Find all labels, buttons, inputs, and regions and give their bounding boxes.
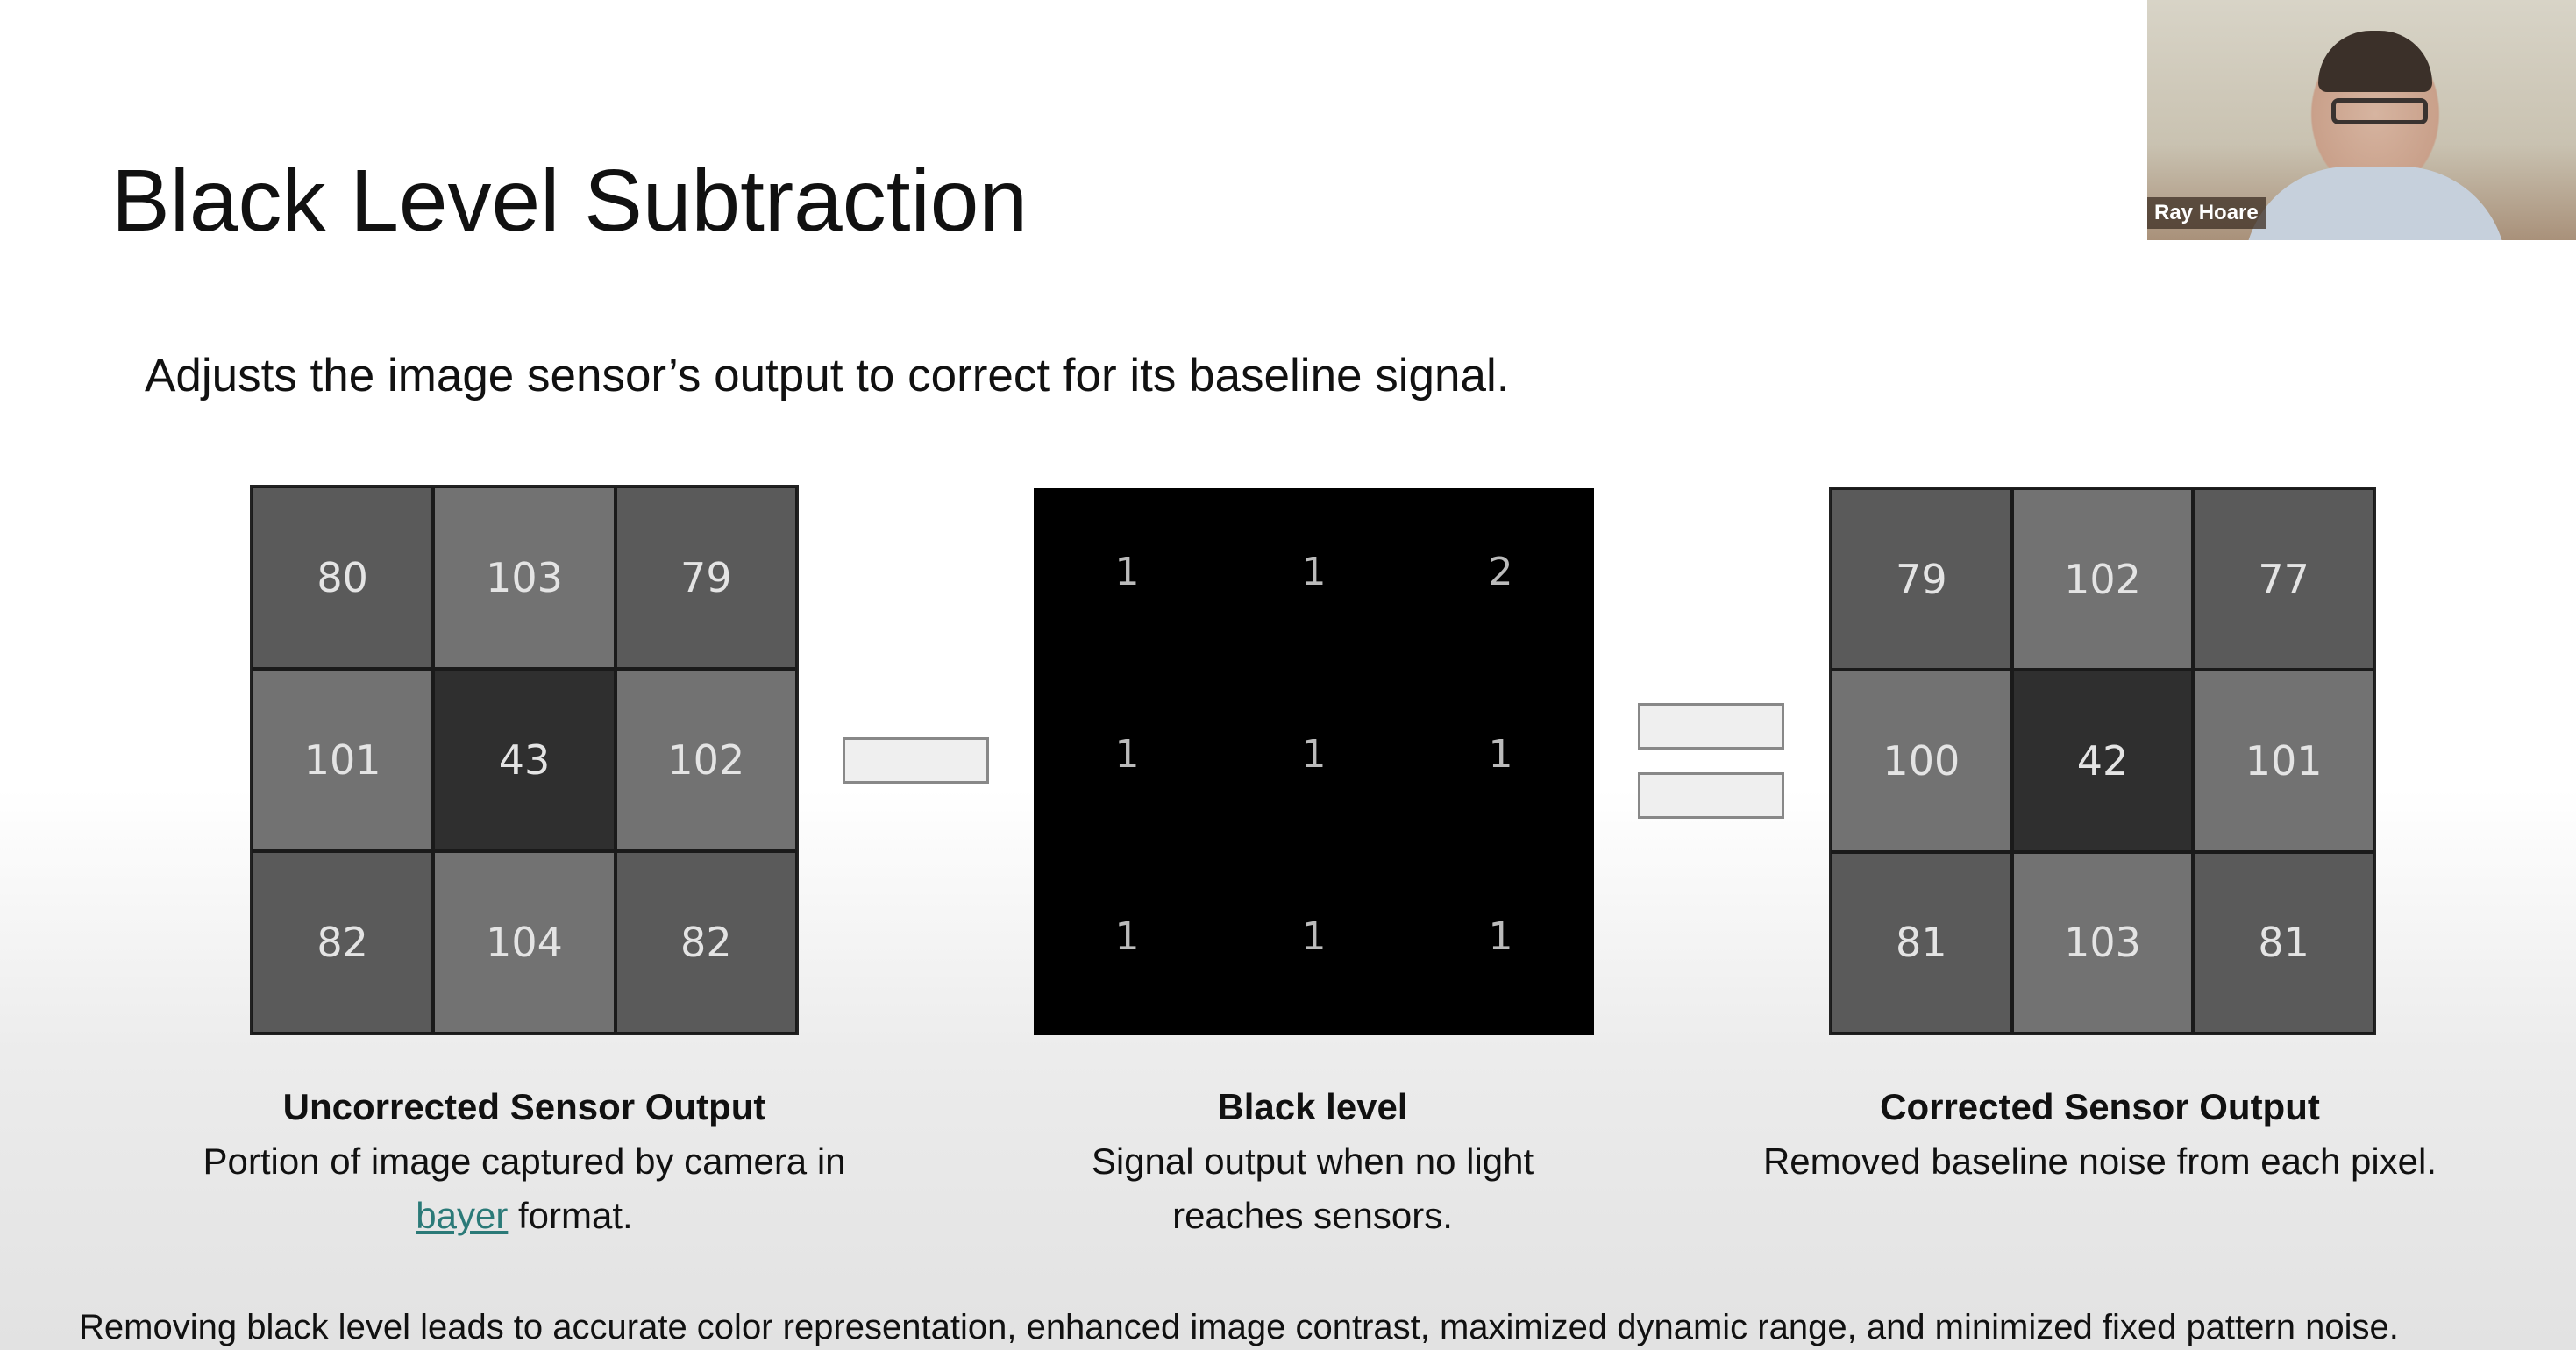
webcam-video[interactable]: Ray Hoare — [2147, 0, 2576, 240]
corrected-caption: Corrected Sensor Output Removed baseline… — [1705, 1080, 2494, 1189]
black-level-caption: Black level Signal output when no light … — [1071, 1080, 1554, 1243]
slide-title: Black Level Subtraction — [111, 152, 1028, 250]
pixel-cell: 1 — [1114, 550, 1140, 594]
caption-text-end: format. — [508, 1195, 633, 1236]
caption-title: Black level — [1217, 1086, 1408, 1127]
webcam-person-glasses — [2331, 98, 2428, 124]
pixel-cell: 103 — [2011, 851, 2194, 1034]
pixel-cell: 103 — [433, 487, 616, 669]
slide-subtitle: Adjusts the image sensor’s output to cor… — [145, 350, 1510, 401]
pixel-cell: 1 — [1114, 914, 1140, 959]
pixel-cell: 79 — [615, 487, 797, 669]
pixel-cell: 1 — [1488, 914, 1513, 959]
uncorrected-grid: 80 103 79 101 43 102 82 104 82 — [250, 485, 799, 1035]
pixel-cell: 81 — [1831, 851, 2012, 1034]
pixel-cell: 77 — [2193, 488, 2374, 671]
pixel-cell: 100 — [1831, 670, 2012, 852]
caption-title: Uncorrected Sensor Output — [282, 1086, 766, 1127]
corrected-grid: 79 102 77 100 42 101 81 103 81 — [1829, 487, 2376, 1035]
pixel-cell: 1 — [1301, 732, 1327, 777]
pixel-cell: 1 — [1301, 914, 1327, 959]
pixel-cell: 80 — [252, 487, 434, 669]
slide-footer-text: Removing black level leads to accurate c… — [79, 1308, 2399, 1346]
webcam-person-shirt — [2244, 167, 2507, 240]
caption-text: Signal output when no light reaches sens… — [1091, 1140, 1534, 1236]
pixel-cell: 1 — [1488, 732, 1513, 777]
uncorrected-caption: Uncorrected Sensor Output Portion of ima… — [130, 1080, 919, 1243]
participant-name: Ray Hoare — [2147, 197, 2266, 229]
pixel-cell: 1 — [1301, 550, 1327, 594]
pixel-cell: 2 — [1488, 550, 1513, 594]
bayer-link[interactable]: bayer — [416, 1195, 509, 1236]
pixel-cell: 43 — [433, 669, 616, 851]
pixel-cell: 82 — [252, 851, 434, 1034]
equals-bar-top — [1638, 703, 1784, 750]
pixel-cell: 42 — [2011, 670, 2194, 852]
caption-text: Portion of image captured by camera in — [203, 1140, 846, 1182]
pixel-cell: 101 — [2193, 670, 2374, 852]
pixel-cell: 1 — [1114, 732, 1140, 777]
pixel-cell: 82 — [615, 851, 797, 1034]
pixel-cell: 79 — [1831, 488, 2012, 671]
minus-icon — [843, 737, 989, 784]
pixel-cell: 101 — [252, 669, 434, 851]
pixel-cell: 102 — [615, 669, 797, 851]
black-level-grid: 1 1 2 1 1 1 1 1 1 — [1034, 488, 1594, 1035]
caption-title: Corrected Sensor Output — [1880, 1086, 2320, 1127]
pixel-cell: 81 — [2193, 851, 2374, 1034]
pixel-cell: 104 — [433, 851, 616, 1034]
caption-text: Removed baseline noise from each pixel. — [1762, 1140, 2437, 1182]
pixel-cell: 102 — [2011, 488, 2194, 671]
equals-bar-bottom — [1638, 772, 1784, 819]
webcam-person-hair — [2318, 31, 2432, 92]
